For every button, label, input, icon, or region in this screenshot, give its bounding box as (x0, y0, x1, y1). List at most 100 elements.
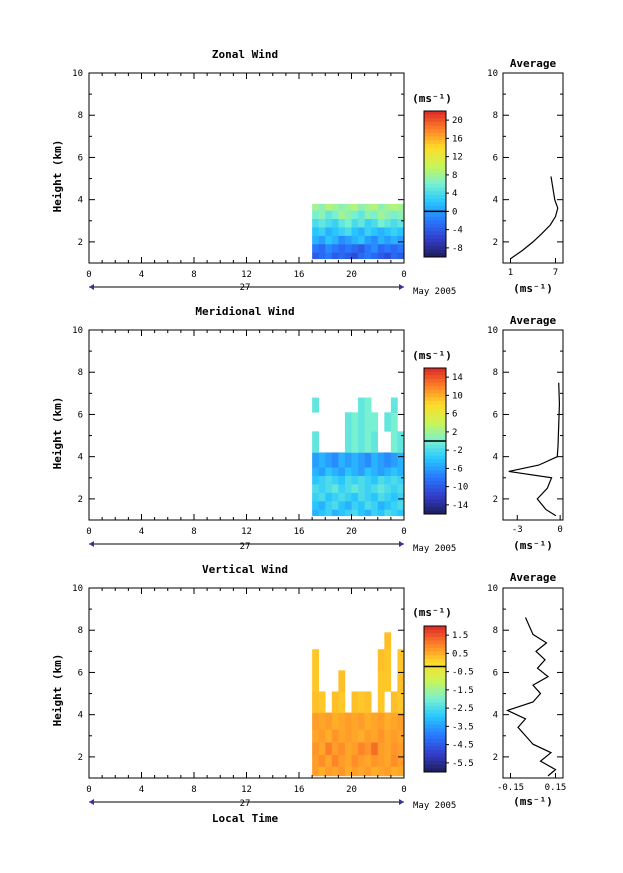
average-title: Average (510, 314, 557, 327)
heatmap-cell (371, 412, 379, 432)
average-y-tick-label: 8 (493, 626, 498, 636)
heatmap-cell (338, 475, 346, 485)
x-tick-label: 20 (346, 785, 357, 795)
colorbar-tick-label: -5.5 (452, 759, 474, 769)
heatmap-cell (312, 501, 319, 510)
average-y-tick-label: 6 (493, 668, 498, 678)
colorbar-segment (424, 162, 446, 167)
heatmap-cell (377, 218, 385, 228)
heatmap-cell (325, 210, 333, 219)
colorbar-segment (424, 213, 446, 218)
heatmap-cell (364, 412, 372, 432)
colorbar-segment (424, 147, 446, 152)
heatmap-cell (364, 452, 372, 468)
x-tick-label: 12 (241, 527, 252, 537)
heatmap-cell (384, 484, 392, 493)
colorbar-segment (424, 724, 446, 729)
colorbar-segment (424, 224, 446, 229)
average-title: Average (510, 57, 557, 70)
colorbar-segment (424, 768, 446, 773)
heatmap-cell (390, 492, 398, 502)
heatmap-cell (325, 218, 333, 228)
colorbar-tick-label: 10 (452, 391, 463, 401)
heatmap-cell (344, 501, 352, 510)
heatmap-cell (325, 252, 333, 260)
heatmap-cell (312, 252, 319, 260)
heatmap-cell (358, 452, 365, 468)
heatmap-cell (377, 754, 385, 767)
heatmap-cell (351, 235, 359, 245)
heatmap-cell (371, 203, 379, 211)
heatmap-cell (397, 235, 405, 245)
heatmap-cell (397, 712, 405, 730)
colorbar-segment (424, 132, 446, 138)
y-tick-label: 4 (78, 711, 83, 721)
colorbar-tick-label: 20 (452, 116, 463, 126)
date-label: May 2005 (413, 801, 456, 811)
heatmap-cell (325, 244, 333, 253)
colorbar-segment (424, 371, 446, 376)
y-tick-label: 6 (78, 410, 83, 420)
heatmap-cell (318, 712, 326, 730)
y-tick-label: 10 (72, 584, 83, 594)
colorbar-segment (424, 629, 446, 634)
colorbar-segment (424, 731, 446, 736)
heatmap-cell (338, 766, 346, 777)
heatmap-cell (390, 766, 398, 777)
heatmap-cell (358, 235, 365, 245)
heatmap-cell (377, 649, 385, 671)
heatmap-cell (371, 766, 379, 777)
colorbar-segment (424, 111, 446, 116)
x-tick-label: 8 (191, 527, 196, 537)
heatmap-cell (338, 467, 346, 476)
colorbar-frame (423, 625, 447, 773)
colorbar-segment (424, 375, 446, 380)
colorbar-segment (424, 125, 446, 130)
colorbar-tick-label: -4.5 (452, 741, 474, 751)
heatmap-cell (364, 766, 372, 777)
colorbar-segment (424, 640, 446, 645)
colorbar-segment (424, 173, 446, 178)
heatmap-cell (325, 742, 333, 756)
colorbar-segment (424, 235, 446, 240)
colorbar-segment (424, 422, 446, 427)
y-tick-label: 2 (78, 495, 83, 505)
average-title: Average (510, 571, 557, 584)
heatmap-cell (344, 712, 352, 730)
average-x-tick-label: 0.15 (545, 783, 567, 793)
heatmap-cell (364, 729, 372, 743)
heatmap-cell (384, 509, 392, 517)
heatmap-cell (338, 712, 346, 730)
heatmap-cell (338, 252, 346, 260)
heatmap-cell (364, 742, 372, 756)
x-tick-label: 4 (139, 527, 144, 537)
heatmap-cell (384, 649, 392, 671)
heatmap-cell (331, 203, 339, 211)
heatmap-cell (377, 227, 385, 236)
heatmap-cell (351, 766, 359, 777)
heatmap-cell (390, 509, 398, 517)
heatmap-cell (358, 492, 365, 502)
colorbar-segment (424, 415, 446, 420)
colorbar-segment (424, 466, 446, 471)
heatmap-cell (384, 218, 392, 228)
heatmap-cell (358, 754, 365, 767)
heatmap-cell (377, 484, 385, 493)
heatmap-cell (397, 742, 405, 756)
average-y-tick-label: 4 (493, 196, 498, 206)
heatmap-cell (377, 475, 385, 485)
heatmap-cell (351, 509, 359, 517)
colorbar-tick-label: 16 (452, 134, 463, 144)
heatmap-cell (390, 729, 398, 743)
day-bar-arrow (89, 284, 94, 290)
colorbar-segment (424, 220, 446, 225)
colorbar-segment (424, 484, 446, 489)
heatmap-cell (397, 227, 405, 236)
heatmap-cell (344, 492, 352, 502)
heatmap-cell (318, 501, 326, 510)
colorbar-segment (424, 753, 446, 758)
heatmap-cell (344, 431, 352, 453)
heatmap-cell (318, 492, 326, 502)
heatmap-cell (331, 691, 339, 713)
